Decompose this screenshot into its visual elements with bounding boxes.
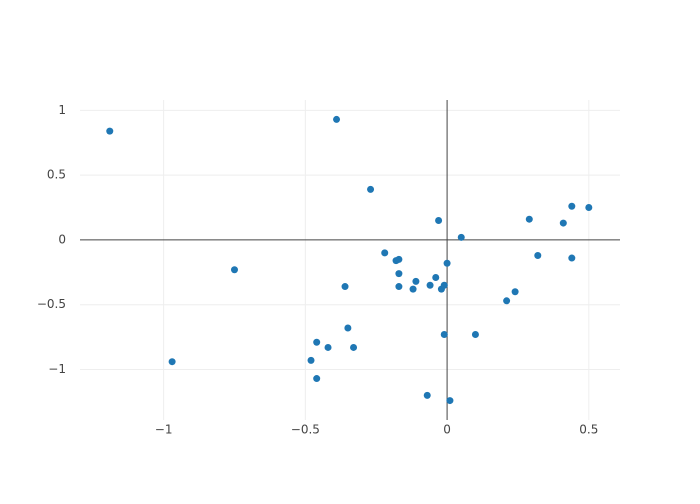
point [106,127,114,135]
y-tick-label: 0 [58,232,66,246]
point [568,254,576,262]
point [333,115,341,123]
point [446,397,454,405]
y-tick-label: −0.5 [37,297,66,311]
point [585,204,593,212]
point [324,343,332,351]
point [395,270,403,278]
point [313,375,321,383]
point [341,283,349,291]
x-tick-label: −0.5 [291,423,320,437]
point [559,219,567,227]
point [313,338,321,346]
point [381,249,389,257]
point [395,283,403,291]
point [443,259,451,267]
y-tick-label: −1 [48,362,66,376]
point [440,330,448,338]
point [395,255,403,263]
point [168,358,176,366]
x-tick-label: −1 [155,423,173,437]
point [440,281,448,289]
point [409,285,417,293]
point [568,202,576,210]
point [423,391,431,399]
point [471,330,479,338]
point [435,216,443,224]
point [307,356,315,364]
point [426,281,434,289]
point [511,288,519,296]
point [230,266,238,274]
point [534,251,542,259]
point [525,215,533,223]
x-tick-label: 0.5 [579,423,598,437]
point [412,277,420,285]
point [457,233,465,241]
point [432,273,440,281]
y-tick-label: 1 [58,103,66,117]
y-tick-label: 0.5 [47,168,66,182]
x-tick-label: 0 [443,423,451,437]
point [367,185,375,193]
point [344,324,352,332]
point [503,297,511,305]
point [350,343,358,351]
